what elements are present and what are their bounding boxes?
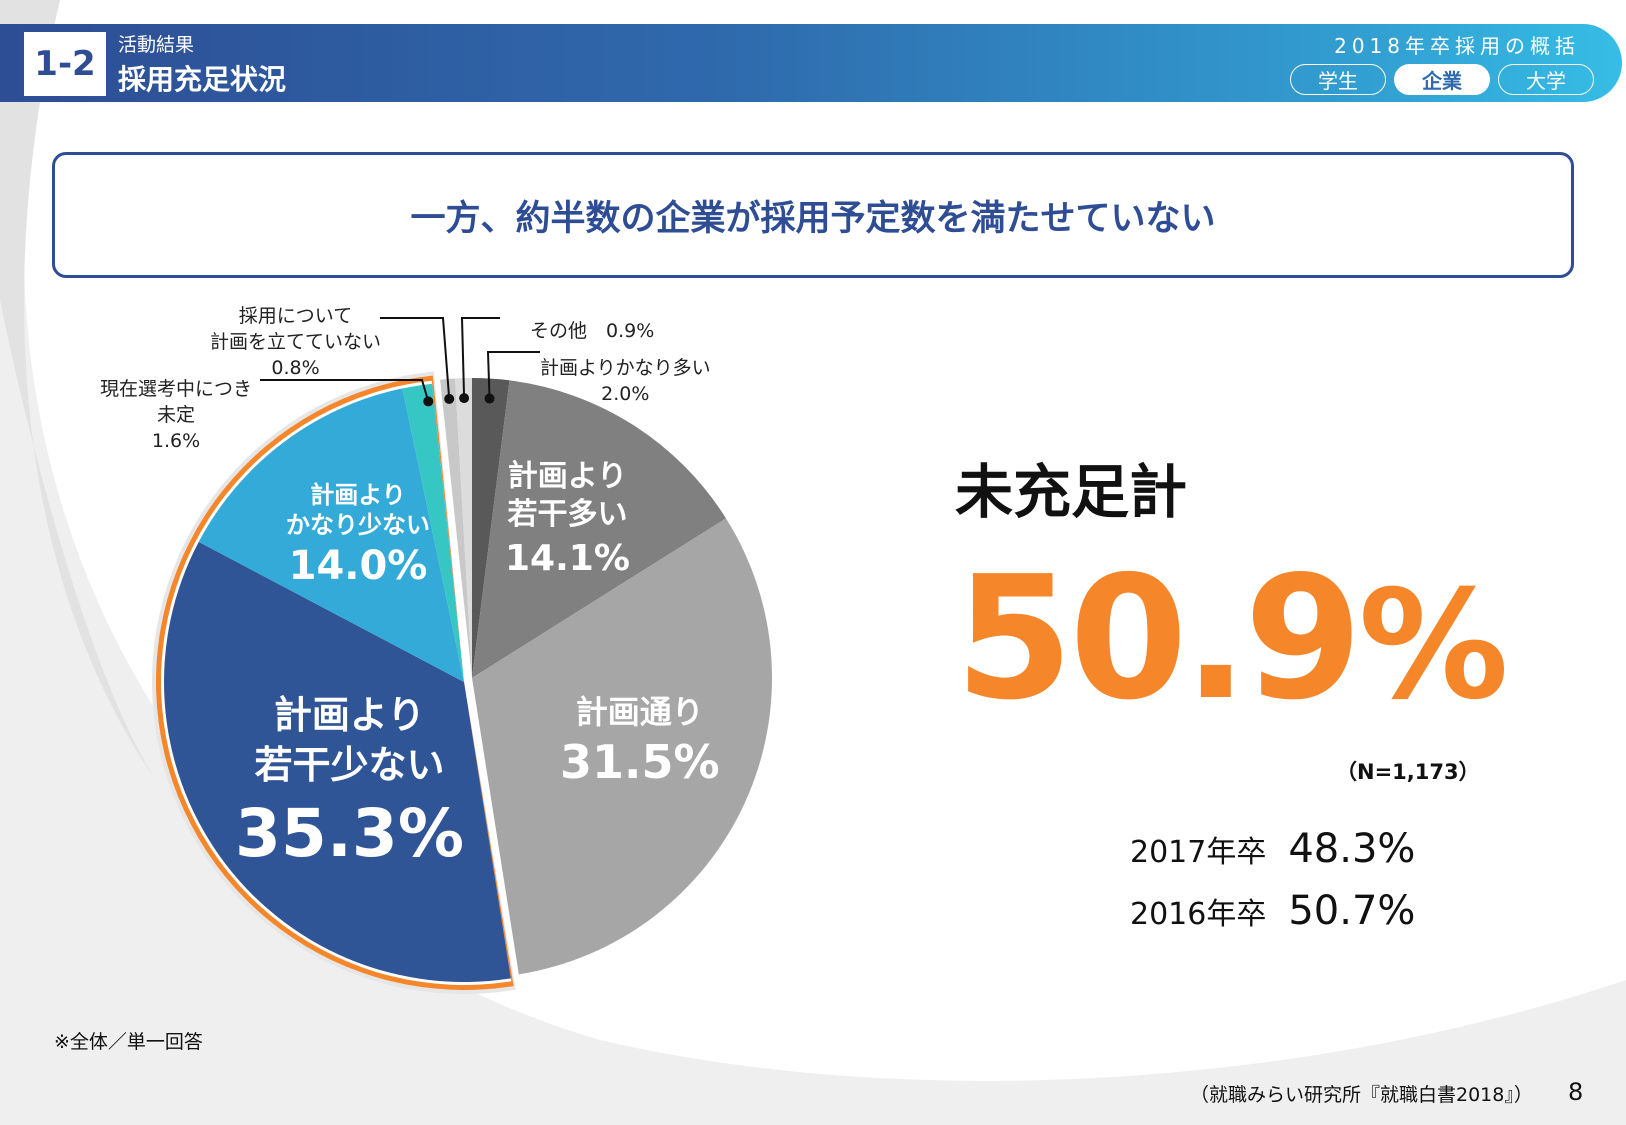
pie-slice	[198, 388, 464, 682]
sample-size: （N=1,173）	[1336, 760, 1480, 784]
leader-line	[380, 317, 451, 400]
unfilled-value-unit: %	[1358, 559, 1508, 733]
label-much-more: 計画よりかなり多い	[540, 357, 711, 379]
pie-slice	[402, 383, 464, 682]
prev-value: 50.7%	[1288, 888, 1416, 934]
label-slightly-more-2: 若干多い	[507, 497, 628, 532]
prev-year: 2017年卒	[1130, 835, 1267, 870]
label-undecided: 現在選考中につき	[100, 378, 253, 400]
pie-slice	[472, 380, 726, 678]
header-bar: 1-2 活動結果 採用充足状況 2018年卒採用の概括 学生 企業 大学	[0, 24, 1622, 102]
label-much-fewer-2: かなり少ない	[286, 511, 430, 539]
headline-box: 一方、約半数の企業が採用予定数を満たせていない	[52, 152, 1574, 278]
prev-year: 2016年卒	[1130, 897, 1267, 932]
section-subtitle: 活動結果	[118, 34, 195, 56]
label-other: その他 0.9%	[530, 320, 655, 342]
page-number: 8	[1568, 1078, 1584, 1106]
value-slightly-fewer: 35.3%	[235, 795, 464, 872]
header-right-title: 2018年卒採用の概括	[1334, 34, 1580, 58]
value-slightly-more: 14.1%	[505, 538, 630, 579]
source: （就職みらい研究所『就職白書2018』）	[1190, 1084, 1533, 1106]
footnote: ※全体／単一回答	[54, 1031, 203, 1053]
unfilled-total-value: 50.9%	[955, 540, 1509, 738]
pie-slice	[440, 378, 472, 678]
value-as-planned: 31.5%	[560, 735, 720, 789]
label-no-plan: 採用について	[238, 305, 353, 327]
leader-line	[460, 317, 500, 399]
label-slightly-fewer: 計画より	[273, 693, 426, 737]
pie-slice	[472, 378, 510, 678]
label-undecided-2: 未定	[157, 404, 196, 426]
label-slightly-more: 計画より	[507, 459, 628, 494]
pie-slice	[164, 541, 511, 982]
page-title: 採用充足状況	[118, 63, 287, 96]
value-no-plan: 0.8%	[271, 357, 320, 379]
pie-slice	[455, 378, 472, 678]
value-much-more: 2.0%	[601, 383, 650, 405]
tab-students[interactable]: 学生	[1290, 64, 1386, 95]
label-slightly-fewer-2: 若干少ない	[254, 743, 445, 787]
leader-line	[486, 351, 540, 399]
tab-universities[interactable]: 大学	[1498, 64, 1594, 95]
label-as-planned: 計画通り	[575, 693, 704, 731]
prev-2016: 2016年卒 50.7%	[1130, 888, 1415, 934]
pie-slice	[472, 518, 773, 975]
label-much-fewer: 計画より	[310, 481, 406, 509]
unfilled-value-number: 50.9	[955, 540, 1362, 738]
tab-companies[interactable]: 企業	[1394, 64, 1490, 95]
prev-value: 48.3%	[1288, 826, 1416, 872]
value-much-fewer: 14.0%	[288, 543, 428, 589]
prev-2017: 2017年卒 48.3%	[1130, 826, 1415, 872]
leader-line	[260, 379, 430, 402]
section-number: 1-2	[24, 32, 106, 96]
label-no-plan-2: 計画を立てていない	[210, 331, 382, 353]
unfilled-total-label: 未充足計	[955, 458, 1188, 526]
value-undecided: 1.6%	[151, 430, 201, 452]
